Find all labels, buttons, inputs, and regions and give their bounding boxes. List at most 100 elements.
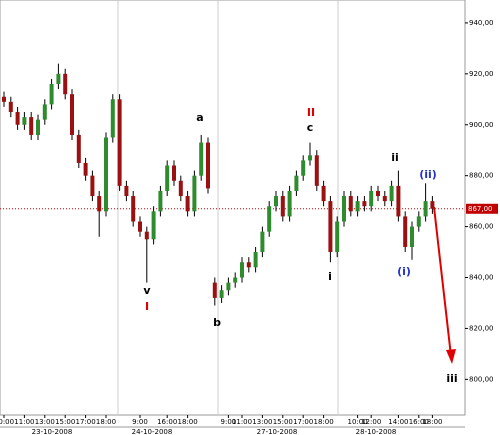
date-label: 28-10-2008 — [356, 428, 397, 435]
candle-body — [287, 190, 292, 217]
candle-body — [36, 119, 40, 135]
x-tick-label: 17:00 — [293, 418, 313, 426]
candle-body — [348, 196, 353, 212]
date-label: 27-10-2008 — [257, 428, 298, 435]
wave-label: a — [196, 111, 203, 124]
x-tick-label: 9:00 — [132, 418, 148, 426]
candle-body — [124, 185, 129, 197]
candle-body — [104, 137, 108, 212]
candle-body — [362, 201, 367, 207]
candle-body — [416, 216, 421, 227]
candle-body — [294, 175, 299, 191]
x-tick-label: 18:00 — [422, 418, 442, 426]
x-tick-label: 13:00 — [35, 418, 55, 426]
candle-body — [382, 196, 387, 202]
x-tick-label: 11:00 — [14, 418, 34, 426]
x-tick-label: 10:00 — [0, 418, 14, 426]
candle-body — [131, 196, 136, 222]
plot-area — [0, 0, 466, 416]
date-label: 24-10-2008 — [132, 428, 173, 435]
candle-body — [49, 84, 54, 105]
candle-body — [233, 277, 238, 283]
candle-body — [199, 142, 204, 176]
candle-body — [335, 221, 340, 253]
y-tick-label: 940,00 — [469, 19, 494, 27]
candle-body — [22, 117, 27, 125]
wave-label: II — [307, 106, 315, 119]
candle-body — [369, 190, 374, 207]
candle-body — [253, 252, 258, 268]
x-tick-label: 18:00 — [178, 418, 198, 426]
candle-body — [8, 101, 13, 113]
candle-body — [423, 201, 428, 217]
candle-body — [56, 73, 61, 85]
x-tick-label: 14:00 — [388, 418, 408, 426]
candle-body — [185, 196, 190, 212]
current-price-label: 867,00 — [468, 205, 493, 213]
y-tick-label: 800,00 — [469, 375, 494, 383]
candle-body — [70, 94, 74, 135]
x-tick-label: 9:00 — [221, 418, 237, 426]
wave-label: ii — [391, 151, 399, 164]
candle-body — [158, 190, 163, 212]
candle-body — [206, 142, 210, 189]
candle-body — [90, 175, 95, 197]
candle-body — [2, 96, 6, 102]
candle-body — [240, 262, 244, 278]
x-tick-label: 18:00 — [96, 418, 116, 426]
candle-body — [151, 211, 156, 240]
candle-body — [83, 162, 88, 176]
candle-body — [165, 165, 170, 191]
candle-body — [321, 185, 326, 202]
candle-body — [301, 160, 306, 176]
candle-body — [396, 185, 401, 217]
wave-label: i — [328, 270, 332, 283]
candle-body — [138, 221, 142, 232]
candle-body — [260, 231, 265, 253]
y-tick-label: 880,00 — [469, 172, 494, 180]
wave-label: (i) — [397, 265, 411, 278]
y-tick-label: 840,00 — [469, 274, 494, 282]
candle-body — [308, 155, 312, 161]
y-tick-label: 900,00 — [469, 121, 494, 129]
x-tick-label: 16:00 — [157, 418, 177, 426]
candle-body — [280, 196, 285, 217]
candle-body — [328, 201, 333, 253]
candle-body — [219, 290, 224, 298]
candle-body — [63, 73, 68, 95]
candle-body — [76, 134, 81, 163]
candle-body — [178, 180, 183, 197]
x-tick-label: 11:00 — [232, 418, 252, 426]
candle-body — [192, 175, 197, 212]
candle-body — [342, 196, 346, 222]
x-tick-label: 16:00 — [409, 418, 429, 426]
candle-body — [274, 196, 278, 207]
candle-body — [246, 262, 251, 268]
wave-label: iii — [446, 372, 457, 385]
y-tick-label: 920,00 — [469, 70, 494, 78]
x-tick-label: 12:00 — [361, 418, 381, 426]
x-tick-label: 15:00 — [273, 418, 293, 426]
date-label: 23-10-2008 — [32, 428, 73, 435]
candle-body — [403, 216, 408, 247]
y-tick-label: 860,00 — [469, 223, 494, 231]
candle-body — [110, 99, 115, 138]
candle-body — [267, 206, 272, 232]
candle-body — [355, 201, 360, 212]
wave-label: v — [143, 284, 151, 297]
candle-body — [226, 282, 231, 291]
wave-label: I — [145, 300, 149, 313]
x-tick-label: 10:00 — [348, 418, 368, 426]
candle-body — [97, 196, 102, 212]
candle-body — [376, 190, 380, 197]
candle-body — [172, 165, 176, 181]
current-price-box — [466, 203, 498, 214]
y-tick-label: 820,00 — [469, 324, 494, 332]
candle-body — [29, 117, 34, 135]
candle-body — [117, 99, 122, 186]
forecast-arrow — [433, 206, 456, 364]
wave-label: c — [307, 121, 314, 134]
candle-body — [15, 112, 20, 125]
wave-label: b — [213, 316, 221, 329]
